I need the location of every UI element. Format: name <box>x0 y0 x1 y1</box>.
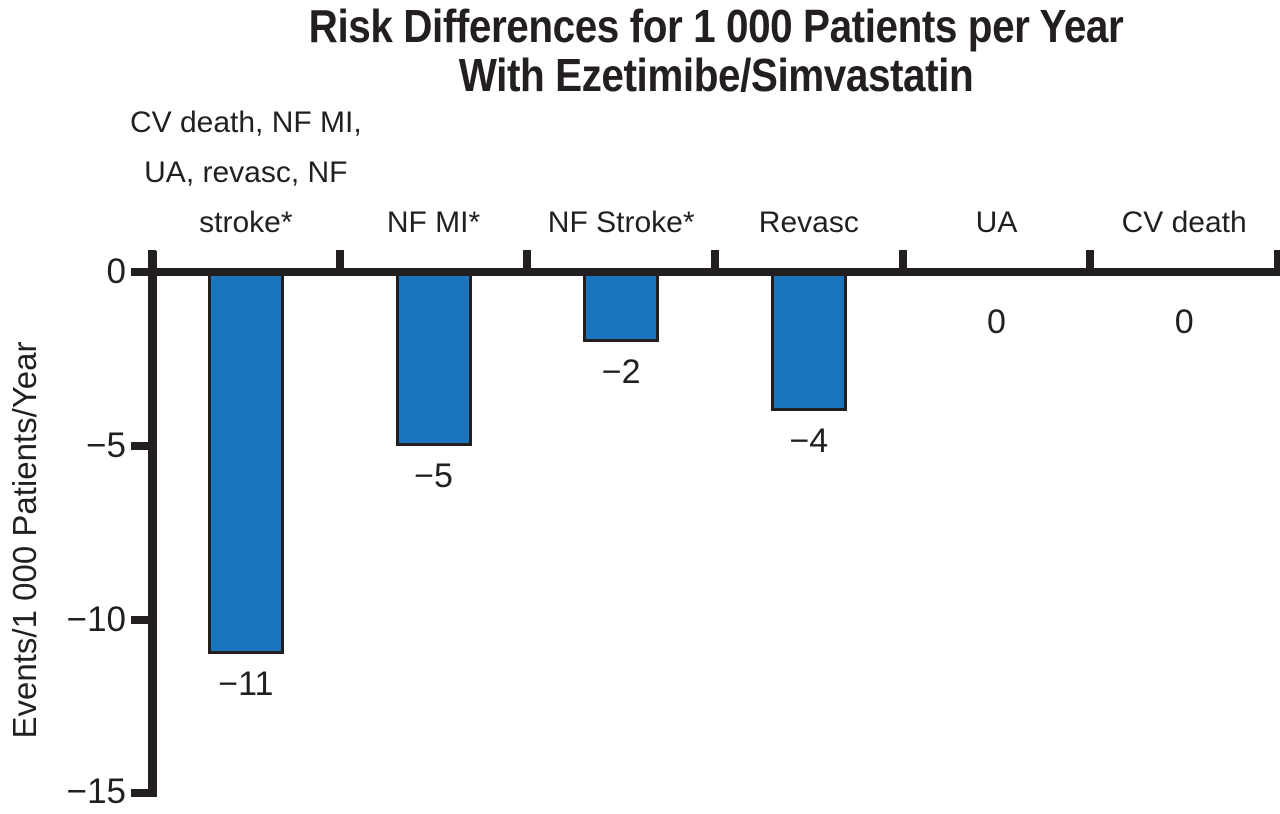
x-axis-tick <box>898 250 907 272</box>
bar <box>207 272 284 655</box>
category-label: NF MI* <box>264 198 604 248</box>
y-axis-tick <box>131 441 152 450</box>
category-label-line: Revasc <box>758 206 859 239</box>
category-label-line: UA, revasc, NF <box>144 156 348 189</box>
chart-title: Risk Differences for 1 000 Patients per … <box>220 2 1213 100</box>
chart-title-line-2: With Ezetimibe/Simvastatin <box>458 49 974 101</box>
category-label-line: UA <box>975 206 1018 239</box>
bar-value-label: 0 <box>987 303 1006 341</box>
x-axis-tick <box>148 250 156 272</box>
y-axis-line <box>148 251 157 797</box>
category-label-line: NF MI* <box>386 206 481 239</box>
chart-title-line-1: Risk Differences for 1 000 Patients per … <box>308 0 1124 52</box>
bar-value-label: −2 <box>601 352 641 391</box>
category-label: NF Stroke* <box>451 198 791 248</box>
bar <box>583 272 660 342</box>
category-label-line: CV death, NF MI, <box>129 106 362 139</box>
category-label: CV death <box>1014 198 1280 248</box>
x-axis-line <box>148 268 1280 276</box>
bar-value-label: −4 <box>789 422 829 461</box>
category-label-line: NF Stroke* <box>547 206 695 239</box>
x-axis-tick <box>1086 250 1095 272</box>
category-label: Revasc <box>639 198 979 248</box>
category-label: CV death, NF MI, UA, revasc, NF stroke* <box>76 98 416 248</box>
category-label-line: stroke* <box>199 206 293 239</box>
x-axis-tick <box>335 250 344 272</box>
bar-value-label: −11 <box>218 665 274 704</box>
x-axis-tick <box>1274 250 1280 272</box>
y-axis-tick-label: −15 <box>66 772 126 811</box>
x-axis-tick <box>523 250 532 272</box>
y-axis-tick-label: 0 <box>106 252 126 291</box>
y-axis-tick <box>131 268 152 276</box>
y-axis-tick-label: −5 <box>86 425 126 465</box>
bar <box>770 272 847 412</box>
x-axis-tick <box>711 250 719 272</box>
bar-value-label: 0 <box>1174 303 1194 341</box>
y-axis-tick-label: −10 <box>66 599 126 639</box>
category-label: UA <box>827 198 1167 248</box>
y-axis-label: Events/1 000 Patients/Year <box>6 341 43 739</box>
y-axis-tick <box>131 615 152 624</box>
y-axis-tick <box>131 789 152 797</box>
bar-value-label: −5 <box>414 456 453 495</box>
bar <box>395 272 472 446</box>
category-label-line: CV death <box>1121 206 1247 239</box>
